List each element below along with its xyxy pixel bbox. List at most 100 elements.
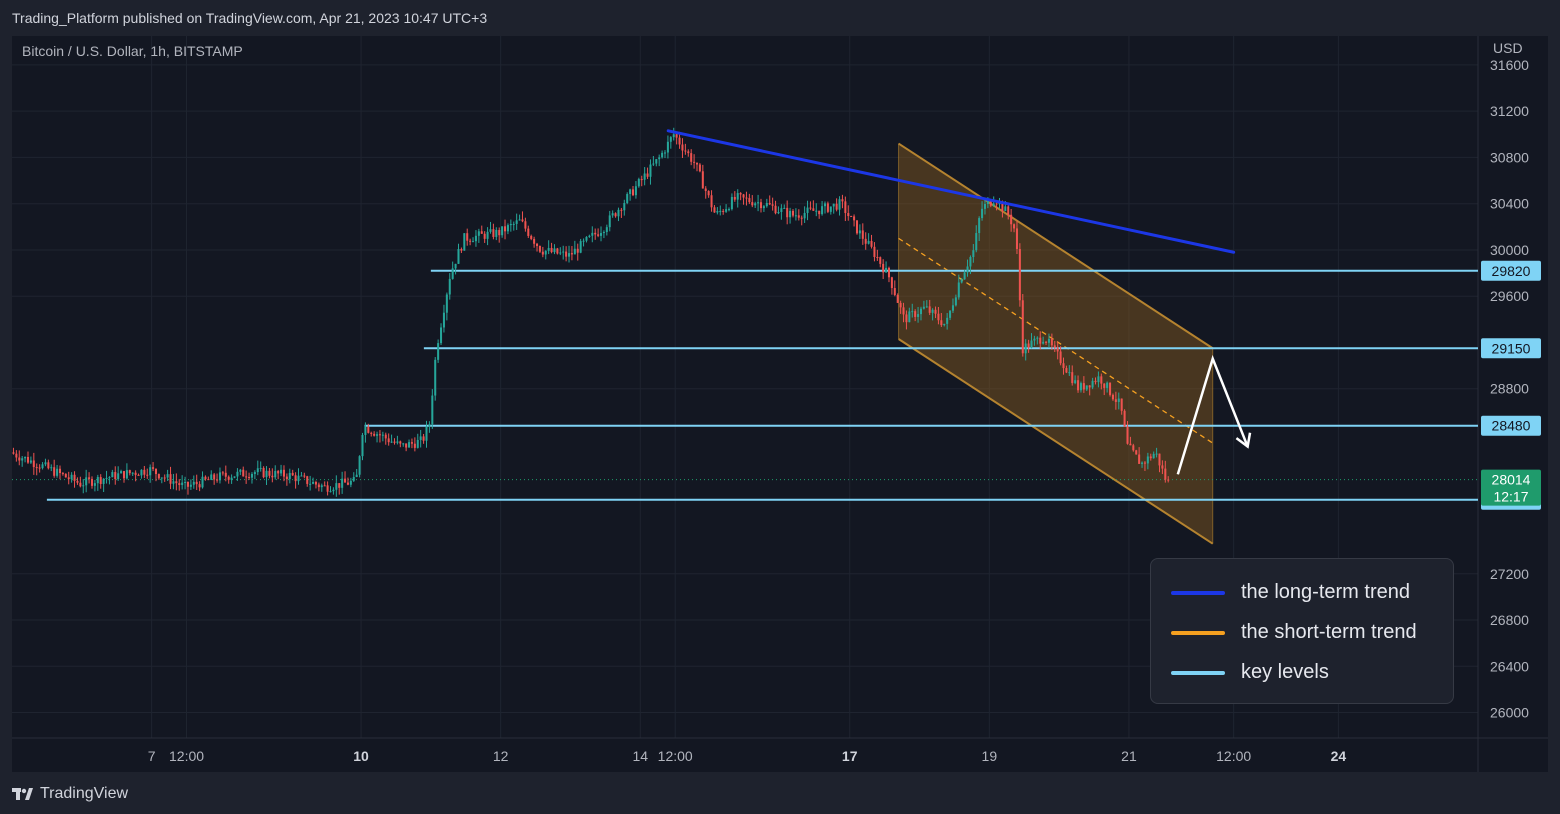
- candle-body: [146, 474, 149, 476]
- candle-body: [125, 470, 128, 479]
- candle-body: [742, 194, 745, 198]
- candle-body: [509, 224, 512, 226]
- candle-body: [1129, 443, 1132, 446]
- candle-body: [841, 199, 844, 202]
- legend-item-key-levels: key levels: [1171, 661, 1329, 684]
- x-tick-label: 17: [842, 748, 858, 764]
- candle-body: [425, 426, 428, 441]
- candle-body: [949, 310, 952, 318]
- candle-body: [285, 476, 288, 480]
- candle-body: [524, 221, 527, 229]
- candle-body: [931, 309, 934, 313]
- candle-body: [704, 188, 707, 191]
- tradingview-brand[interactable]: TradingView: [12, 785, 128, 803]
- candle-body: [544, 250, 547, 255]
- y-tick-label: 29600: [1490, 288, 1529, 304]
- candle-body: [585, 236, 588, 241]
- candle-body: [1088, 385, 1091, 388]
- candle-body: [1074, 380, 1077, 384]
- y-tick-label: 30400: [1490, 196, 1529, 212]
- key-level-tag-label: 28480: [1492, 418, 1531, 434]
- time-axis[interactable]: 7 12:00 10 12 14 12:00 17 19 21 12:00 24: [148, 748, 1347, 764]
- candle-body: [733, 196, 736, 200]
- key-level-lines[interactable]: [12, 269, 1478, 501]
- candle-body: [1036, 337, 1039, 339]
- candle-body: [221, 472, 224, 474]
- candle-body: [64, 473, 67, 478]
- candle-body: [329, 491, 332, 493]
- candle-body: [469, 240, 472, 242]
- candle-body: [137, 474, 140, 476]
- candle-body: [739, 193, 742, 195]
- candle-body: [579, 241, 582, 253]
- candle-body: [562, 251, 565, 253]
- candle-body: [946, 317, 949, 324]
- candle-body: [346, 482, 349, 485]
- candle-body: [131, 472, 134, 474]
- candle-body: [710, 195, 713, 208]
- candle-body: [271, 475, 274, 478]
- candle-body: [876, 257, 879, 259]
- candle-body: [1065, 368, 1068, 373]
- long-term-trendline[interactable]: [666, 129, 1236, 254]
- candle-body: [486, 231, 489, 239]
- candle-body: [387, 438, 390, 443]
- candle-body: [853, 216, 856, 221]
- candle-body: [608, 215, 611, 228]
- legend-swatch-blue: [1171, 590, 1225, 595]
- candle-body: [448, 278, 451, 295]
- candle-body: [847, 213, 850, 217]
- candle-body: [111, 472, 114, 478]
- candle-body: [117, 473, 120, 480]
- last-price-tag: [1481, 469, 1541, 506]
- candle-body: [122, 471, 126, 479]
- candle-body: [806, 207, 809, 213]
- tradingview-logo-icon: [12, 788, 33, 800]
- key-level-tag-label: 29820: [1492, 263, 1531, 279]
- candle-body: [1103, 383, 1106, 388]
- candle-body: [378, 434, 381, 436]
- candle-body: [937, 313, 940, 321]
- candle-body: [1155, 453, 1158, 455]
- candle-body: [320, 485, 323, 488]
- candle-body: [1085, 385, 1088, 390]
- candle-body: [559, 252, 562, 254]
- candle-body: [614, 213, 617, 217]
- price-axis-tags: 298202915028480278402801412:17: [1481, 260, 1541, 510]
- candle-body: [245, 476, 248, 478]
- candle-body: [184, 481, 187, 483]
- legend-swatch-orange: [1171, 630, 1225, 635]
- candle-body: [646, 173, 649, 177]
- candle-body: [317, 484, 320, 488]
- candle-body: [250, 474, 253, 478]
- candle-body: [675, 134, 678, 138]
- x-tick-label: 19: [982, 748, 998, 764]
- candle-body: [1053, 345, 1056, 348]
- candle-body: [280, 469, 283, 474]
- candle-body: [611, 213, 614, 216]
- candle-body: [768, 203, 771, 205]
- candle-body: [105, 477, 108, 479]
- candle-body: [518, 219, 521, 221]
- candle-body: [396, 441, 399, 443]
- last-price-tag-label: 28014: [1492, 472, 1531, 488]
- candle-body: [1109, 382, 1112, 395]
- candle-body: [690, 153, 693, 162]
- candle-body: [890, 277, 893, 289]
- candle-body: [663, 152, 667, 154]
- candle-body: [803, 212, 806, 219]
- candle-body: [896, 295, 899, 303]
- candle-body: [1024, 343, 1027, 354]
- candle-body: [829, 206, 832, 212]
- candle-body: [1141, 462, 1144, 464]
- projection-arrow[interactable]: [1176, 354, 1252, 475]
- candle-body: [893, 288, 896, 296]
- y-tick-label: 30000: [1490, 242, 1529, 258]
- candle-body: [405, 443, 408, 448]
- candle-body: [213, 474, 216, 480]
- candle-body: [408, 442, 411, 448]
- candle-body: [50, 467, 53, 469]
- candle-body: [605, 227, 608, 232]
- candle-body: [666, 141, 669, 153]
